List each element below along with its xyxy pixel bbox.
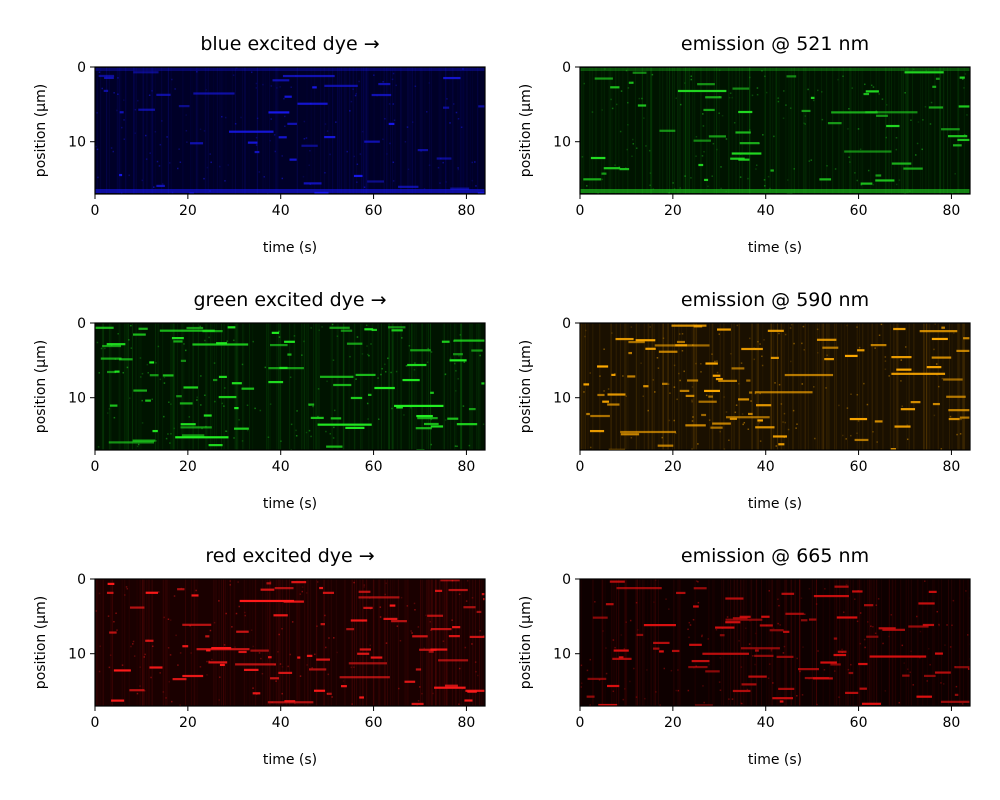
x-tick-label: 80: [458, 203, 476, 219]
x-tick-label: 40: [757, 203, 775, 219]
kymograph-background: [95, 67, 485, 194]
x-tick-label: 40: [272, 203, 290, 219]
panel-6: emission @ 665 nm 0 20 40 60 80 0 10 time (s) pos…: [518, 545, 971, 768]
y-tick-label: 10: [68, 647, 86, 663]
axes-frame: [579, 578, 971, 707]
kymograph-texture: [95, 323, 485, 450]
axes-frame: [579, 66, 971, 195]
kymograph-texture: [580, 67, 970, 194]
x-tick-label: 80: [943, 203, 961, 219]
panel-title: emission @ 521 nm: [681, 33, 869, 55]
kymograph-texture: [580, 579, 970, 706]
y-tick-label: 10: [68, 135, 86, 151]
x-tick-label: 60: [850, 715, 868, 731]
axes-frame: [94, 578, 486, 707]
axes-frame: [94, 322, 486, 451]
y-tick-label: 10: [553, 391, 571, 407]
kymograph-texture: [95, 579, 485, 706]
axes-frame: [579, 322, 971, 451]
y-axis-label: position (μm): [33, 84, 49, 177]
x-tick-label: 20: [179, 203, 197, 219]
x-tick-label: 60: [365, 715, 383, 731]
y-tick-label: 10: [553, 647, 571, 663]
x-tick-label: 0: [91, 715, 100, 731]
axes-frame: [94, 66, 486, 195]
y-tick-label: 10: [553, 135, 571, 151]
y-tick-label: 0: [562, 60, 571, 76]
x-tick-label: 0: [576, 715, 585, 731]
kymograph-background: [580, 579, 970, 706]
y-axis-label: position (μm): [518, 596, 534, 689]
x-tick-label: 40: [757, 715, 775, 731]
x-tick-label: 0: [91, 203, 100, 219]
kymograph-background: [580, 67, 970, 194]
x-tick-label: 20: [664, 459, 682, 475]
x-tick-label: 80: [943, 459, 961, 475]
y-tick-label: 0: [77, 316, 86, 332]
y-tick-label: 0: [77, 572, 86, 588]
panel-title: red excited dye →: [205, 545, 374, 567]
x-tick-label: 60: [365, 203, 383, 219]
y-tick-label: 10: [68, 391, 86, 407]
x-axis-label: time (s): [263, 240, 317, 256]
x-tick-label: 40: [272, 459, 290, 475]
panel-title: emission @ 590 nm: [681, 289, 869, 311]
x-tick-label: 60: [365, 459, 383, 475]
x-axis-label: time (s): [263, 752, 317, 768]
y-axis-label: position (μm): [33, 340, 49, 433]
y-tick-label: 0: [562, 572, 571, 588]
y-axis-label: position (μm): [518, 340, 534, 433]
x-tick-label: 60: [850, 203, 868, 219]
panel-5: red excited dye → 0 20 40 60 80 0 10 time (s) pos…: [33, 545, 486, 768]
x-tick-label: 0: [576, 459, 585, 475]
x-tick-label: 20: [179, 459, 197, 475]
x-tick-label: 0: [91, 459, 100, 475]
x-tick-label: 0: [576, 203, 585, 219]
x-axis-label: time (s): [748, 496, 802, 512]
x-tick-label: 40: [272, 715, 290, 731]
x-tick-label: 40: [757, 459, 775, 475]
panel-1: blue excited dye → 0 20 40 60 80 0 10 time (s) po…: [33, 33, 486, 256]
x-axis-label: time (s): [263, 496, 317, 512]
x-tick-label: 20: [179, 715, 197, 731]
kymograph-texture: [580, 323, 970, 450]
x-tick-label: 20: [664, 715, 682, 731]
panel-title: green excited dye →: [193, 289, 386, 311]
panel-title: emission @ 665 nm: [681, 545, 869, 567]
panel-3: green excited dye → 0 20 40 60 80 0 10 time (s) p…: [33, 289, 486, 512]
x-tick-label: 60: [850, 459, 868, 475]
panel-2: emission @ 521 nm 0 20 40 60 80 0 10 time (s) pos…: [518, 33, 971, 256]
y-axis-label: position (μm): [518, 84, 534, 177]
x-tick-label: 80: [458, 459, 476, 475]
x-axis-label: time (s): [748, 240, 802, 256]
y-tick-label: 0: [562, 316, 571, 332]
y-tick-label: 0: [77, 60, 86, 76]
x-tick-label: 80: [943, 715, 961, 731]
x-tick-label: 20: [664, 203, 682, 219]
y-axis-label: position (μm): [33, 596, 49, 689]
panel-4: emission @ 590 nm 0 20 40 60 80 0 10 time (s) pos…: [518, 289, 971, 512]
x-axis-label: time (s): [748, 752, 802, 768]
x-tick-label: 80: [458, 715, 476, 731]
panel-title: blue excited dye →: [200, 33, 379, 55]
